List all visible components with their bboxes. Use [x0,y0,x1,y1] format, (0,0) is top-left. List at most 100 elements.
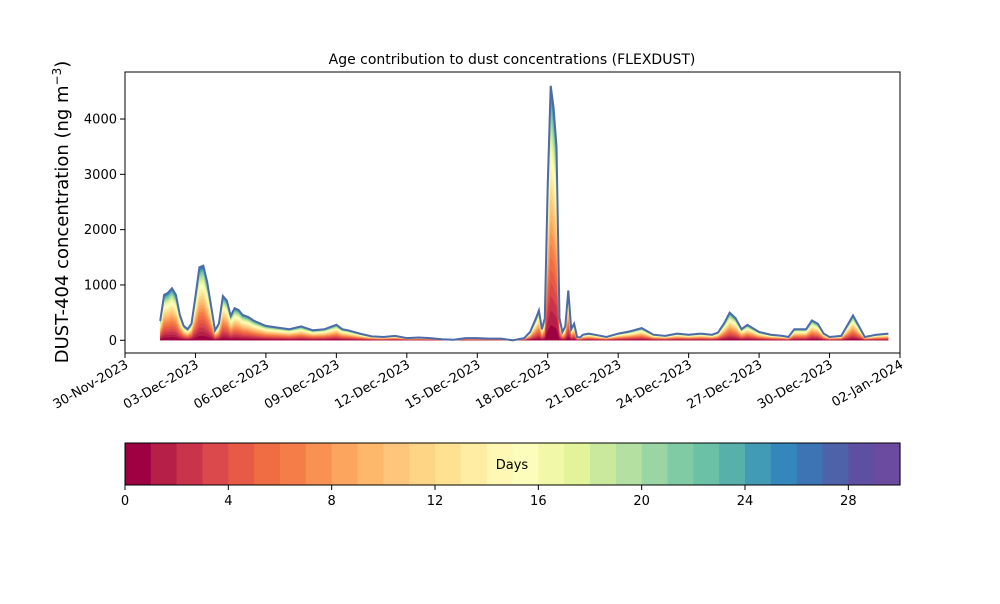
age-band-26 [160,89,889,341]
colorbar-segment [280,443,307,485]
colorbar-segment [822,443,849,485]
x-tick-label: 03-Dec-2023 [121,357,201,412]
colorbar-segment [667,443,694,485]
age-band-29 [160,85,889,341]
age-band-28 [160,86,889,341]
age-band-13 [160,167,889,341]
age-band-23 [160,99,889,341]
colorbar-frame [124,442,901,486]
x-tick-label: 09-Dec-2023 [262,357,342,412]
age-band-0 [160,325,889,341]
colorbar-segment [228,443,255,485]
y-axis-label: DUST-404 concentration (ng m−3) [50,61,73,364]
x-axis-ticks: 30-Nov-202303-Dec-202306-Dec-202309-Dec-… [51,353,906,413]
colorbar-segment [435,443,462,485]
colorbar-ticks: 0 4 8 12 16 20 24 28 [121,485,857,509]
colorbar-segment [357,443,384,485]
age-band-7 [160,231,889,341]
age-band-2 [160,296,889,341]
colorbar-tick-label: 20 [633,494,650,509]
colorbar-segment [383,443,410,485]
colorbar-segment [331,443,359,485]
y-axis-label-text: DUST-404 concentration (ng m [52,85,73,363]
age-band-6 [160,243,889,341]
x-tick-label: 30-Nov-2023 [51,357,131,412]
age-band-16 [160,142,889,341]
age-band-20 [160,115,889,341]
age-band-11 [160,187,889,341]
age-band-9 [160,208,889,341]
x-tick-label: 02-Jan-2024 [829,357,906,410]
age-band-27 [160,87,889,341]
age-band-21 [160,109,889,341]
colorbar-segment [693,443,720,485]
age-band-3 [160,282,889,341]
y-axis-ticks: 0 1000 2000 3000 4000 [84,113,125,349]
age-band-4 [160,269,889,341]
age-band-1 [160,310,889,341]
colorbar-segment [254,443,281,485]
colorbar-segment [590,443,617,485]
x-tick-label: 18-Dec-2023 [473,357,553,412]
colorbar-tick-label: 4 [224,494,232,509]
age-band-14 [160,158,889,341]
x-tick-label: 06-Dec-2023 [192,357,272,412]
age-band-10 [160,197,889,341]
y-tick-label: 0 [109,334,117,349]
colorbar-segment [150,443,178,485]
age-band-15 [160,150,889,341]
age-band-19 [160,121,889,341]
colorbar-segment [641,443,669,485]
age-band-22 [160,104,889,341]
plot-frame [124,71,901,354]
x-tick-label: 12-Dec-2023 [332,357,412,412]
age-band-18 [160,127,889,341]
colorbar-segment [512,443,539,485]
age-band-5 [160,256,889,341]
colorbar-segment [745,443,772,485]
colorbar-segment [564,443,591,485]
colorbar-tick-label: 8 [328,494,336,509]
y-tick-label: 3000 [84,168,117,183]
y-tick-label: 4000 [84,113,117,128]
total-concentration-line [159,85,889,342]
colorbar-segment [796,443,824,485]
y-tick-label: 2000 [84,223,117,238]
age-band-25 [160,92,889,341]
colorbar-segment [176,443,204,485]
x-tick-label: 21-Dec-2023 [544,357,624,412]
x-tick-label: 24-Dec-2023 [614,357,694,412]
age-band-17 [160,134,889,341]
colorbar-segment [615,443,643,485]
colorbar-segment [486,443,514,485]
age-band-12 [160,177,889,341]
colorbar-segment [460,443,488,485]
y-axis-label-close: ) [52,61,73,68]
age-band-8 [160,219,889,341]
colorbar [125,443,901,485]
colorbar-tick-label: 24 [737,494,754,509]
colorbar-segment [125,443,152,485]
colorbar-segment [770,443,798,485]
y-tick-label: 1000 [84,278,117,293]
colorbar-tick-label: 16 [530,494,547,509]
colorbar-segment [409,443,436,485]
plot-area [159,85,889,342]
colorbar-tick-label: 12 [427,494,444,509]
colorbar-segment [874,443,901,485]
colorbar-segment [305,443,333,485]
y-axis-label-unit-exponent: −3 [50,68,64,86]
colorbar-tick-label: 0 [121,494,129,509]
colorbar-label: Days [496,458,529,473]
x-tick-label: 15-Dec-2023 [403,357,483,412]
colorbar-segment [848,443,875,485]
colorbar-segment [538,443,565,485]
x-tick-label: 30-Dec-2023 [755,357,835,412]
age-band-24 [160,95,889,341]
x-tick-label: 27-Dec-2023 [685,357,765,412]
chart-title: Age contribution to dust concentrations … [329,52,696,68]
colorbar-segment [202,443,229,485]
colorbar-segment [719,443,746,485]
